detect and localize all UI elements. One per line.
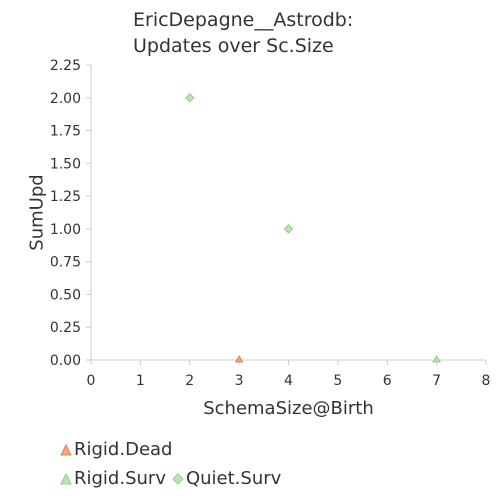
legend-row: Rigid.Dead	[60, 435, 287, 464]
legend-item-rigid-dead[interactable]: Rigid.Dead	[60, 435, 172, 464]
data-point-quiet-surv	[186, 94, 194, 102]
legend-label-rigid-surv: Rigid.Surv	[74, 464, 166, 493]
legend-label-rigid-dead: Rigid.Dead	[74, 435, 172, 464]
legend-row: Rigid.Surv Quiet.Surv	[60, 464, 287, 493]
y-tick-label: 0.50	[50, 287, 81, 303]
y-tick-label: 2.00	[50, 91, 81, 107]
legend: Rigid.Dead Rigid.Surv Quiet.Surv	[60, 435, 287, 493]
y-tick-label: 1.50	[50, 156, 81, 172]
x-tick-label: 6	[383, 373, 392, 389]
plot-area: 0 1 2 3 4 5 6 7 8 0.00 0.25 0.50 0.75 1.00 1.25 1.50 1.7…	[0, 0, 500, 430]
data-point-rigid-surv	[433, 356, 440, 362]
x-tick-label: 2	[185, 373, 194, 389]
data-point-rigid-dead	[236, 356, 243, 362]
x-tick-label: 0	[87, 373, 96, 389]
y-tick-label: 1.00	[50, 222, 81, 238]
x-tick-label: 7	[432, 373, 441, 389]
diamond-marker-icon	[172, 473, 184, 485]
y-tick-label: 0.00	[50, 353, 81, 369]
x-tick-label: 3	[235, 373, 244, 389]
x-axis-title: SchemaSize@Birth	[203, 398, 374, 419]
y-tick-label: 2.25	[50, 58, 81, 74]
y-tick-label: 1.25	[50, 189, 81, 205]
y-tick-label: 0.25	[50, 320, 81, 336]
axes: 0 1 2 3 4 5 6 7 8 0.00 0.25 0.50 0.75 1.00 1.25 1.50 1.7…	[50, 58, 491, 389]
x-tick-label: 5	[333, 373, 342, 389]
y-tick-label: 0.75	[50, 255, 81, 271]
legend-item-quiet-surv[interactable]: Quiet.Surv	[172, 464, 281, 493]
y-axis-title: SumUpd	[26, 174, 47, 250]
triangle-marker-icon	[60, 473, 72, 485]
y-tick-label: 1.75	[50, 124, 81, 140]
x-tick-label: 4	[284, 373, 293, 389]
data-point-quiet-surv	[285, 225, 293, 233]
x-tick-label: 8	[482, 373, 491, 389]
x-tick-label: 1	[136, 373, 145, 389]
data-marks	[186, 94, 440, 362]
triangle-marker-icon	[60, 444, 72, 456]
legend-item-rigid-surv[interactable]: Rigid.Surv	[60, 464, 166, 493]
legend-label-quiet-surv: Quiet.Surv	[186, 464, 281, 493]
